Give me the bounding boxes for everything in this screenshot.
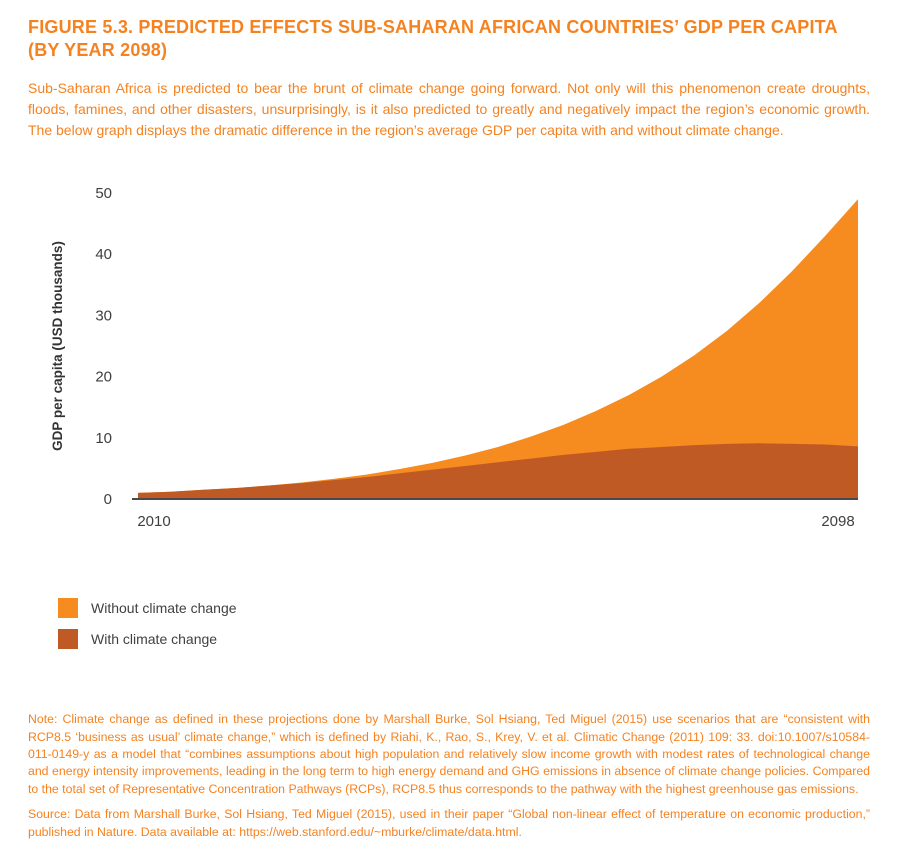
intro-paragraph: Sub-Saharan Africa is predicted to bear … bbox=[28, 80, 870, 139]
legend-item-without-climate-change: Without climate change bbox=[58, 598, 870, 619]
y-axis-label: GDP per capita (USD thousands) bbox=[50, 241, 65, 451]
y-tick-label: 40 bbox=[95, 246, 112, 263]
y-tick-label: 30 bbox=[95, 307, 112, 324]
area-with-climate-change bbox=[138, 443, 858, 500]
gdp-chart-svg: 0 10 20 30 40 50 2010 2098 GDP per capita (USD t… bbox=[50, 185, 858, 530]
source-paragraph: Source: Data from Marshall Burke, Sol Hs… bbox=[28, 807, 870, 839]
y-tick-label: 50 bbox=[95, 185, 112, 202]
y-tick-label: 20 bbox=[95, 369, 112, 386]
note-paragraph: Note: Climate change as defined in these… bbox=[28, 712, 870, 796]
figure-title-line1: FIGURE 5.3. PREDICTED EFFECTS SUB-SAHARA… bbox=[28, 17, 838, 37]
legend-label-without-climate-change: Without climate change bbox=[91, 600, 237, 617]
gdp-area-chart: 0 10 20 30 40 50 2010 2098 GDP per capita (USD t… bbox=[46, 179, 870, 546]
legend-item-with-climate-change: With climate change bbox=[58, 629, 870, 650]
y-tick-label: 0 bbox=[104, 491, 112, 508]
legend-swatch-without-climate-change bbox=[58, 598, 78, 619]
legend-label-with-climate-change: With climate change bbox=[91, 631, 218, 648]
x-tick-label: 2010 bbox=[137, 513, 170, 530]
figure-title: FIGURE 5.3. PREDICTED EFFECTS SUB-SAHARA… bbox=[28, 16, 870, 62]
figure-title-line2: (BY YEAR 2098) bbox=[28, 40, 168, 61]
x-tick-label: 2098 bbox=[821, 513, 854, 530]
legend-swatch-with-climate-change bbox=[58, 629, 78, 650]
area-without-climate-change bbox=[138, 199, 858, 500]
y-tick-label: 10 bbox=[95, 430, 112, 447]
chart-legend: Without climate change With climate chan… bbox=[58, 598, 870, 650]
